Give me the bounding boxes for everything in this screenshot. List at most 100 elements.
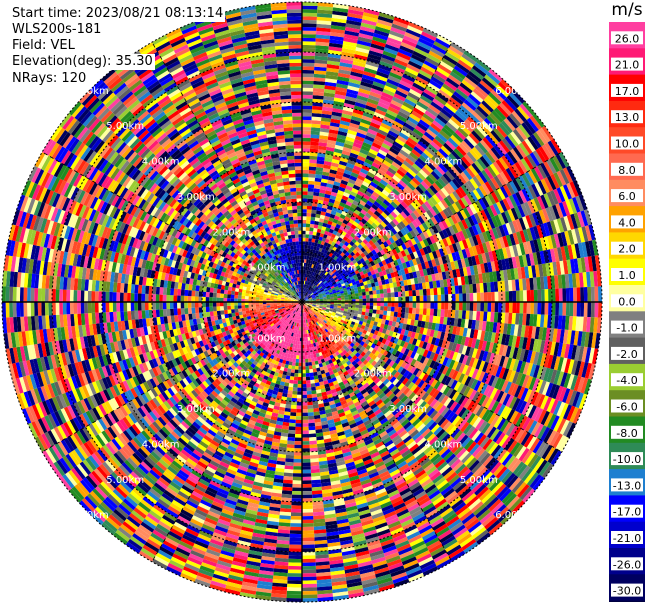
- gate: [414, 283, 420, 291]
- gate: [490, 146, 502, 160]
- gate: [329, 295, 334, 298]
- gate: [403, 318, 408, 325]
- gate: [405, 273, 411, 280]
- gate: [343, 272, 349, 277]
- gate: [453, 148, 464, 159]
- gate: [302, 9, 318, 14]
- gate: [354, 218, 361, 224]
- gate: [387, 213, 395, 221]
- gate: [495, 249, 502, 261]
- gate: [467, 216, 475, 227]
- gate: [383, 306, 388, 311]
- gate: [411, 177, 421, 186]
- gate: [387, 75, 401, 84]
- gate: [308, 365, 313, 370]
- gate: [380, 221, 387, 228]
- gate: [510, 324, 516, 336]
- gate: [527, 325, 533, 339]
- gate: [375, 263, 381, 269]
- gate: [397, 152, 407, 161]
- gate: [312, 290, 316, 293]
- gate: [318, 267, 322, 272]
- gate: [354, 50, 369, 58]
- gate: [366, 57, 381, 65]
- gate: [518, 278, 524, 291]
- gate: [326, 143, 336, 149]
- gate: [309, 287, 313, 291]
- gate: [499, 236, 506, 249]
- gate: [408, 290, 413, 297]
- gate: [511, 256, 518, 269]
- gate: [572, 180, 583, 196]
- gate: [334, 177, 342, 184]
- gate: [307, 408, 314, 413]
- gate: [305, 234, 310, 239]
- gate: [349, 240, 355, 247]
- gate: [356, 95, 369, 102]
- gate: [403, 279, 408, 286]
- gate: [344, 304, 349, 307]
- gate: [430, 76, 444, 87]
- gate: [522, 313, 527, 326]
- gate: [359, 84, 372, 92]
- gate: [507, 133, 519, 147]
- gate: [305, 376, 311, 381]
- gate: [352, 142, 363, 149]
- gate: [402, 73, 416, 83]
- gate: [490, 281, 495, 293]
- gate: [367, 233, 374, 240]
- gate: [330, 210, 337, 216]
- gate: [398, 296, 402, 302]
- gate: [316, 300, 320, 302]
- gate: [318, 247, 323, 252]
- gate: [387, 292, 392, 298]
- gate: [332, 246, 337, 252]
- gate: [341, 195, 349, 201]
- gate: [320, 289, 325, 293]
- gate: [407, 239, 414, 247]
- gate: [565, 199, 574, 215]
- gate: [494, 302, 499, 313]
- gate: [360, 266, 366, 272]
- gate: [568, 316, 574, 331]
- gate: [556, 218, 565, 233]
- gate: [515, 256, 521, 268]
- gate: [357, 254, 363, 260]
- gate: [343, 192, 350, 198]
- gate: [520, 266, 526, 279]
- gate: [309, 162, 317, 167]
- gate: [415, 226, 423, 235]
- gate: [362, 255, 368, 262]
- gate: [430, 216, 439, 226]
- gate: [452, 269, 458, 278]
- gate: [580, 257, 587, 273]
- gate: [357, 190, 365, 197]
- gate: [536, 196, 546, 210]
- gate: [327, 139, 337, 145]
- gate: [571, 316, 577, 331]
- gate: [486, 115, 499, 128]
- gate: [476, 292, 481, 302]
- gate: [320, 277, 324, 281]
- gate: [399, 149, 410, 158]
- gate: [392, 218, 400, 226]
- gate: [428, 79, 443, 90]
- gate: [412, 290, 417, 297]
- gate: [312, 102, 323, 107]
- gate: [306, 380, 311, 384]
- gate: [305, 299, 309, 302]
- gate: [384, 136, 395, 145]
- gate: [547, 314, 552, 329]
- gate: [586, 271, 591, 287]
- gate: [514, 206, 523, 219]
- gate: [432, 250, 438, 259]
- gate: [322, 293, 326, 296]
- gate: [564, 274, 570, 289]
- gate: [388, 278, 393, 284]
- gate: [305, 298, 309, 301]
- gate: [312, 297, 316, 300]
- gate: [302, 202, 308, 206]
- gate: [410, 110, 423, 120]
- gate: [384, 43, 400, 52]
- gate: [536, 277, 541, 290]
